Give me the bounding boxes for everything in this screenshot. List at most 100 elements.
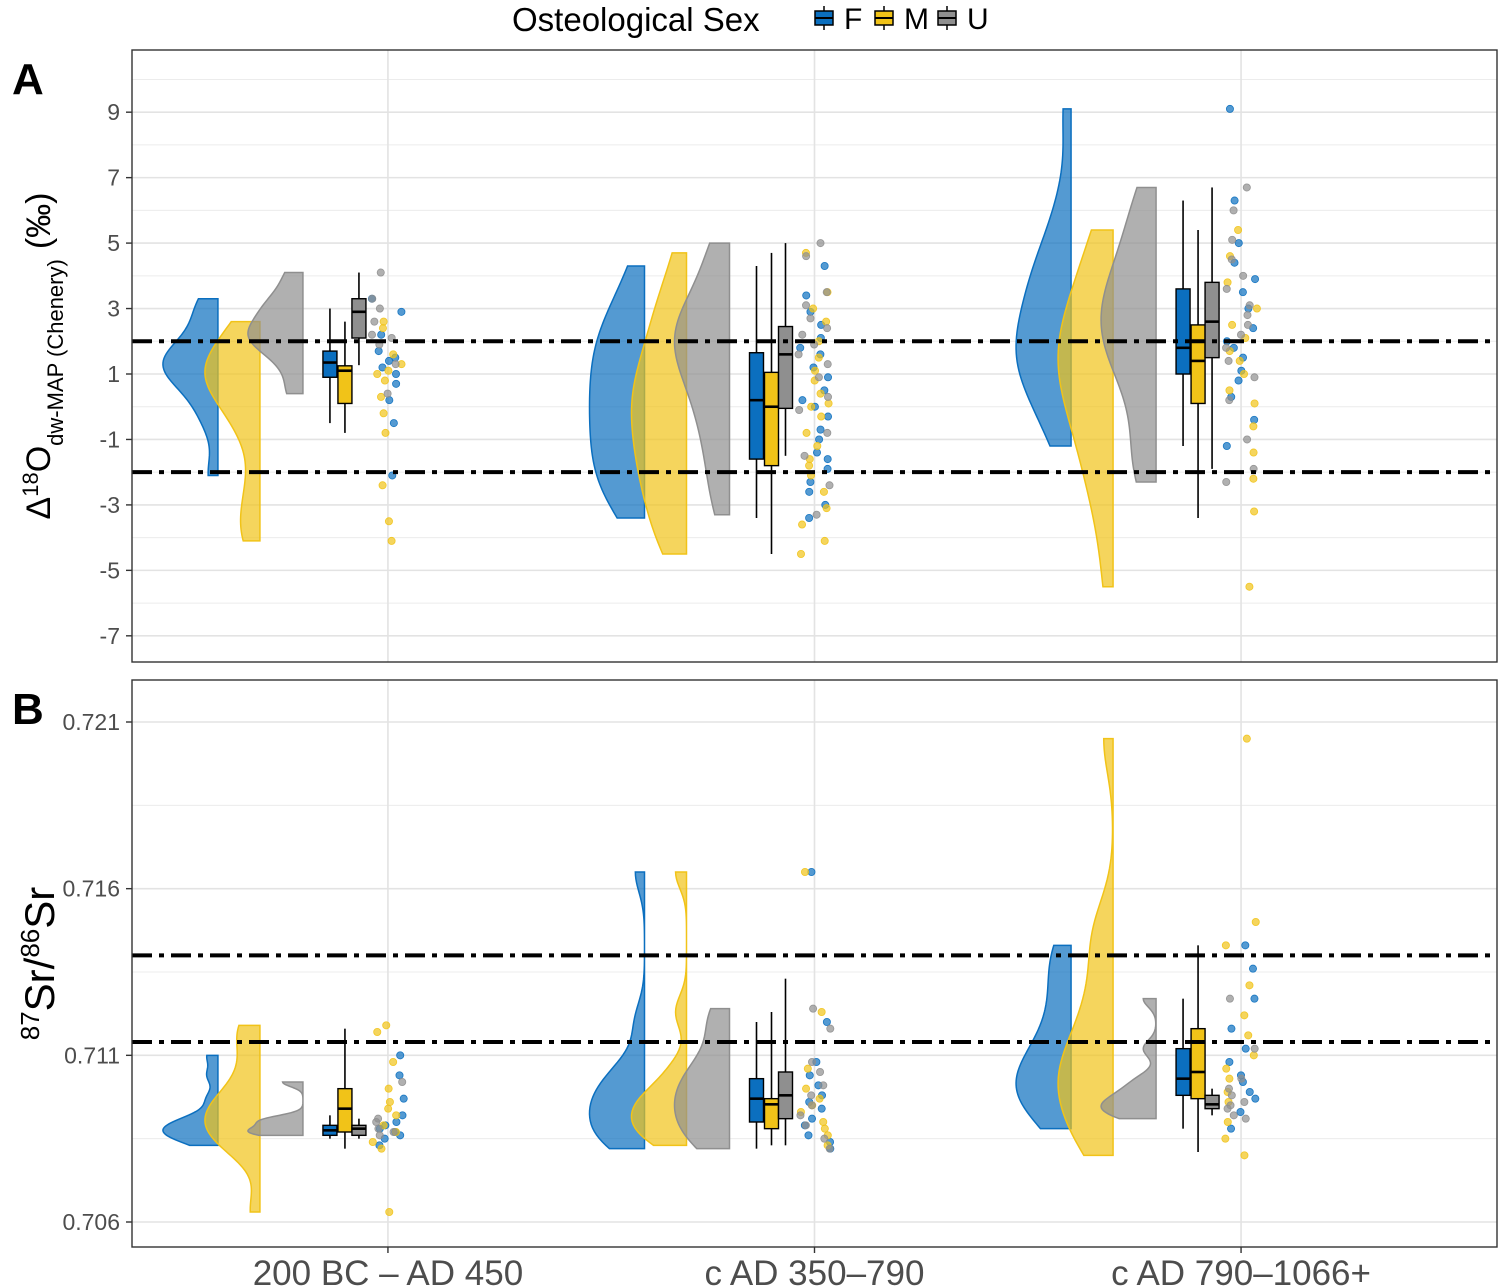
point xyxy=(817,1008,826,1017)
point xyxy=(1249,474,1258,483)
point xyxy=(1241,1044,1250,1053)
box xyxy=(1204,1094,1220,1110)
point xyxy=(368,1138,377,1147)
point xyxy=(1251,275,1260,284)
point xyxy=(805,514,814,523)
point xyxy=(1230,196,1239,205)
point xyxy=(808,1114,817,1123)
point xyxy=(389,419,398,428)
violin xyxy=(204,1024,261,1213)
violin xyxy=(1057,229,1114,588)
point xyxy=(1224,356,1233,365)
y-axis-title-part: 86 xyxy=(15,929,45,958)
point xyxy=(1222,284,1231,293)
box xyxy=(1175,1047,1191,1097)
point xyxy=(820,1124,829,1133)
box xyxy=(748,1077,765,1123)
violin xyxy=(1015,108,1072,447)
y-axis-title-part: Sr/ xyxy=(16,957,63,1011)
point xyxy=(379,409,388,418)
point xyxy=(817,412,826,421)
point xyxy=(1227,255,1236,264)
point xyxy=(1250,507,1259,516)
y-tick-label: 0.721 xyxy=(62,709,120,735)
point xyxy=(1249,422,1258,431)
point xyxy=(807,402,816,411)
point xyxy=(389,1128,398,1137)
point xyxy=(1237,330,1246,339)
point xyxy=(816,239,825,248)
point xyxy=(796,343,805,352)
point xyxy=(826,1024,835,1033)
point xyxy=(798,396,807,405)
point xyxy=(809,304,818,313)
point xyxy=(384,366,393,375)
point xyxy=(399,1094,408,1103)
legend-title: Osteological Sex xyxy=(512,1,760,38)
point xyxy=(820,536,829,545)
point xyxy=(1245,301,1254,310)
point xyxy=(1223,278,1232,287)
point xyxy=(822,317,831,326)
violin xyxy=(630,252,688,555)
legend-label: M xyxy=(904,3,929,36)
x-tick-label: 200 BC – AD 450 xyxy=(253,1254,523,1287)
point xyxy=(378,481,387,490)
point xyxy=(1248,964,1257,973)
point xyxy=(375,304,384,313)
point xyxy=(808,1058,817,1067)
point xyxy=(1227,1024,1236,1033)
point xyxy=(1222,477,1231,486)
point xyxy=(1236,1108,1245,1117)
point xyxy=(800,868,809,877)
box xyxy=(1190,1027,1206,1100)
point xyxy=(1225,1074,1234,1083)
point xyxy=(802,301,811,310)
violin xyxy=(204,320,261,542)
point xyxy=(398,1078,407,1087)
point xyxy=(807,1091,816,1100)
point xyxy=(391,360,400,369)
y-tick-label: -3 xyxy=(100,492,120,518)
point xyxy=(809,1004,818,1013)
point xyxy=(383,389,392,398)
point xyxy=(823,455,832,464)
y-tick-label: 3 xyxy=(107,296,120,322)
point xyxy=(822,288,831,297)
y-axis-title-part: dw-MAP (Chenery) xyxy=(43,259,68,446)
point xyxy=(801,1121,810,1130)
point xyxy=(1250,1044,1259,1053)
point xyxy=(1240,1151,1249,1160)
y-axis-title: Δ18Odw-MAP (Chenery) (‰) xyxy=(18,193,68,520)
point xyxy=(817,1104,826,1113)
y-tick-label: -7 xyxy=(100,623,120,649)
violin xyxy=(1057,737,1114,1157)
box xyxy=(1204,281,1220,359)
point xyxy=(1225,994,1234,1003)
x-tick-label: c AD 790–1066+ xyxy=(1111,1254,1371,1287)
point xyxy=(802,428,811,437)
point xyxy=(385,396,394,405)
point xyxy=(385,1208,394,1217)
point xyxy=(374,1124,383,1133)
point xyxy=(806,477,815,486)
x-tick-label: c AD 350–790 xyxy=(705,1254,925,1287)
point xyxy=(1235,356,1244,365)
point xyxy=(1234,225,1243,234)
y-tick-label: 1 xyxy=(107,361,120,387)
point xyxy=(381,428,390,437)
point xyxy=(1242,734,1251,743)
point xyxy=(1227,1124,1236,1133)
panel-label: B xyxy=(12,685,44,734)
point xyxy=(389,1058,398,1067)
point xyxy=(816,425,825,434)
violin xyxy=(1100,997,1157,1120)
point xyxy=(379,317,388,326)
point xyxy=(824,373,833,382)
point xyxy=(802,1084,811,1093)
y-tick-label: 9 xyxy=(107,99,120,125)
box xyxy=(337,365,353,405)
point xyxy=(377,330,386,339)
point xyxy=(1234,239,1243,248)
point xyxy=(1223,1118,1232,1127)
